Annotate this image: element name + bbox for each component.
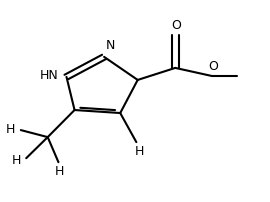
Text: H: H <box>12 154 22 167</box>
Text: N: N <box>106 39 116 52</box>
Text: HN: HN <box>40 69 58 82</box>
Text: O: O <box>171 19 181 32</box>
Text: O: O <box>208 60 218 73</box>
Text: H: H <box>6 123 15 136</box>
Text: H: H <box>135 145 144 158</box>
Text: H: H <box>55 165 65 178</box>
